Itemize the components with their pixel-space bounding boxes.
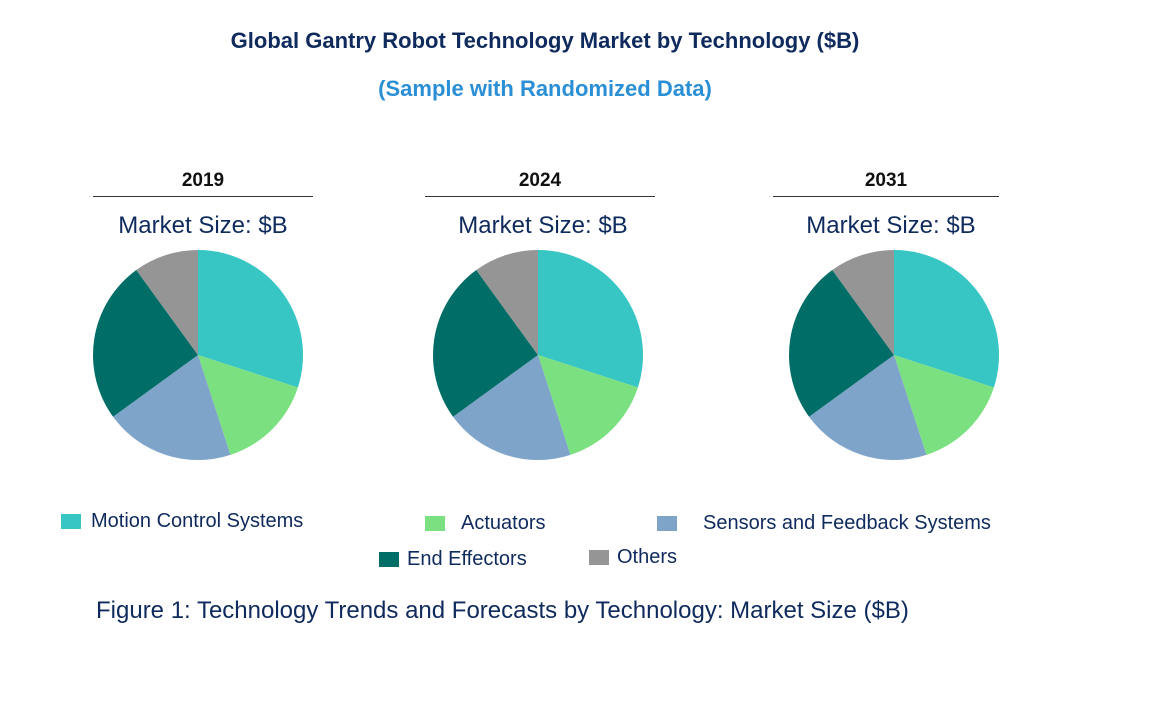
pie-slice-2031-end-effectors	[789, 270, 894, 417]
legend-label: End Effectors	[407, 548, 527, 570]
legend-swatch	[425, 516, 445, 531]
chart-subtitle: (Sample with Randomized Data)	[378, 76, 712, 101]
pie-slice-2019-others	[136, 250, 198, 355]
pie-year-2031: 2031	[773, 170, 999, 197]
legend-item-others: Others	[589, 546, 677, 569]
pie-slice-2031-motion-control-systems	[894, 250, 1000, 388]
pie-slice-2019-sensors-and-feedback-systems	[113, 355, 231, 460]
legend-item-sensors: Sensors and Feedback Systems	[657, 512, 991, 535]
legend-item-end-effectors: End Effectors	[379, 548, 527, 571]
market-size-label-2019: Market Size: $B	[118, 212, 288, 239]
legend-label: Others	[617, 546, 678, 568]
pie-slice-2024-motion-control-systems	[538, 250, 644, 388]
legend-swatch	[379, 552, 399, 567]
legend-swatch	[657, 516, 677, 531]
pie-slice-2024-sensors-and-feedback-systems	[453, 355, 571, 461]
pie-year-2019: 2019	[93, 170, 313, 197]
legend-label: Motion Control Systems	[91, 510, 304, 532]
pie-slice-2019-actuators	[198, 355, 298, 455]
pie-slice-2024-actuators	[538, 355, 638, 455]
legend-swatch	[589, 550, 609, 565]
pie-year-2024: 2024	[425, 170, 655, 197]
chart-title: Global Gantry Robot Technology Market by…	[230, 28, 860, 53]
pie-slice-2019-motion-control-systems	[198, 250, 303, 388]
legend-swatch	[61, 514, 81, 529]
pie-slice-2019-end-effectors	[93, 270, 198, 417]
pie-slice-2031-actuators	[894, 355, 994, 455]
market-size-label-2024: Market Size: $B	[458, 212, 628, 239]
legend-item-actuators: Actuators	[425, 512, 545, 535]
pie-slice-2024-end-effectors	[433, 270, 538, 417]
legend-item-motion-control: Motion Control Systems	[61, 510, 303, 533]
market-size-label-2031: Market Size: $B	[806, 212, 976, 239]
legend-label: Actuators	[461, 512, 546, 534]
pie-slice-2024-others	[476, 250, 538, 355]
figure-caption: Figure 1: Technology Trends and Forecast…	[96, 597, 909, 624]
pie-slice-2031-others	[832, 250, 894, 355]
legend-label: Sensors and Feedback Systems	[703, 512, 991, 534]
pie-slice-2031-sensors-and-feedback-systems	[809, 355, 927, 460]
